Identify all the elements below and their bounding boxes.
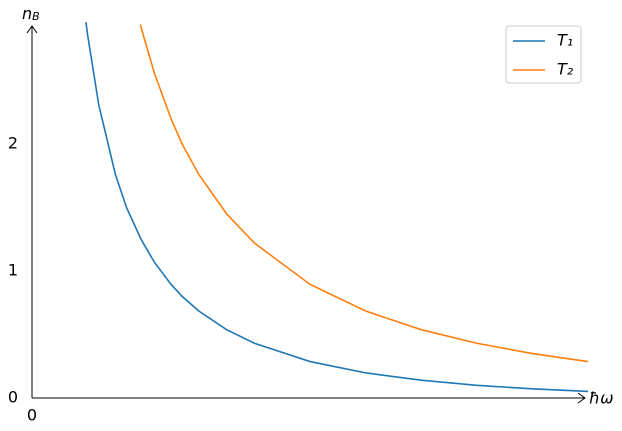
legend: T₁ T₂ [505,25,582,84]
y-tick-label: 1 [8,261,18,280]
legend-label: T₂ [557,60,574,79]
y-axis-label-sub: B [32,10,40,23]
x-axis-label: ħω [589,389,614,408]
y-axis-label-base: n [22,4,32,23]
y-tick-label: 0 [8,388,18,407]
series-line [85,21,589,393]
y-tick-label: 2 [8,134,18,153]
y-axis-label: nB [22,4,40,24]
series-line [139,24,589,363]
legend-label: T₁ [557,31,573,50]
x-tick-label: 0 [27,406,37,425]
x-axis-arrow [577,392,586,404]
y-axis-arrow [26,25,38,34]
